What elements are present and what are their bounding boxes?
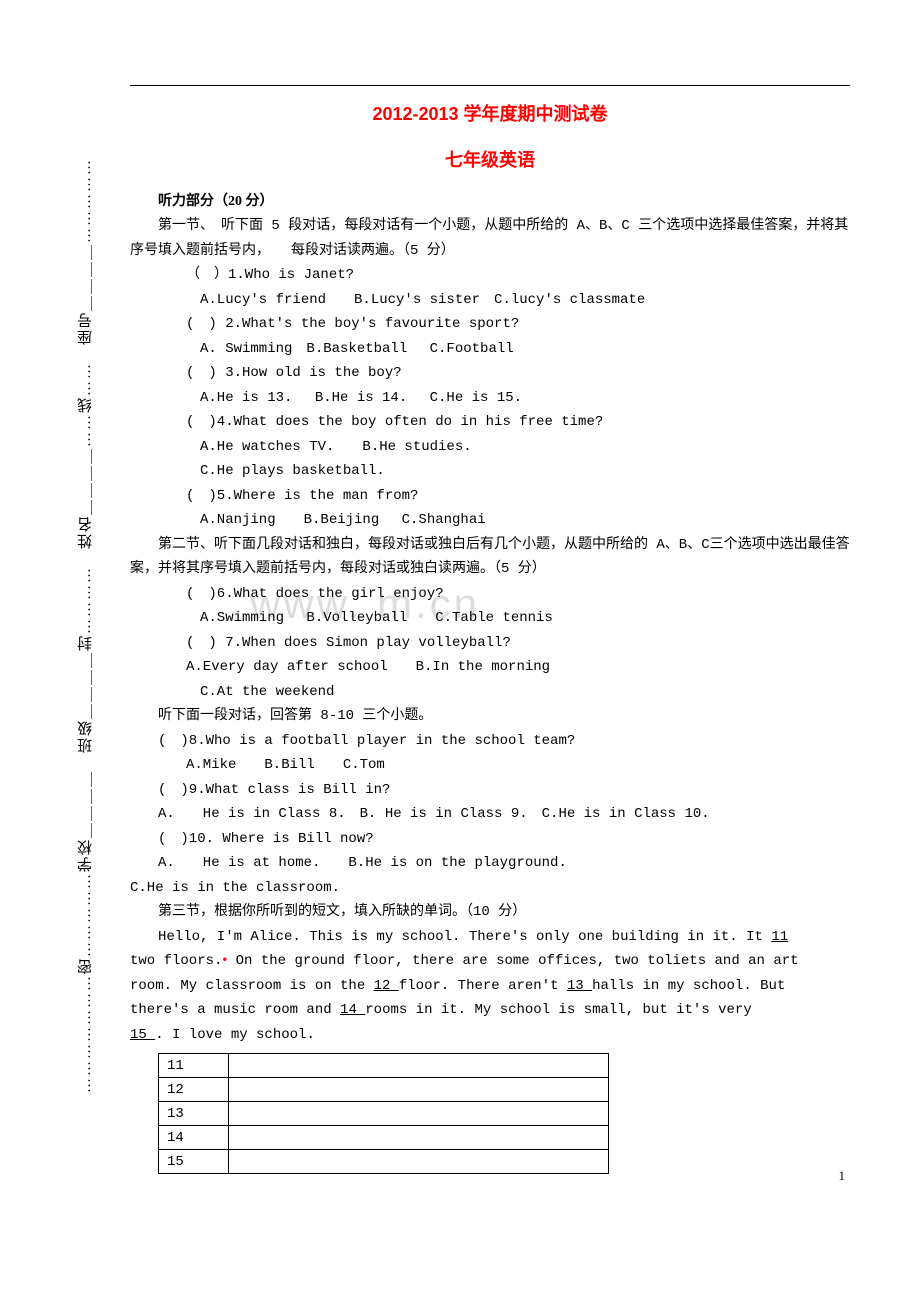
q4-opts1: A.He watches TV. B.He studies. (130, 435, 850, 460)
listening-header: 听力部分（20 分） (130, 190, 850, 210)
listen-dialog: 听下面一段对话，回答第 8-10 三个小题。 (130, 704, 850, 729)
blank-14: 14 (340, 1002, 365, 1018)
row-label: 14 (159, 1126, 229, 1150)
passage-line1: Hello, I'm Alice. This is my school. The… (130, 925, 850, 950)
q6-stem: ( )6.What does the girl enjoy? (130, 582, 850, 607)
section2-intro: 第二节、听下面几段对话和独白，每段对话或独白后有几个小题，从题中所给的 A、B、… (130, 533, 850, 582)
p5b: . I love my school. (155, 1027, 315, 1043)
row-label: 11 (159, 1054, 229, 1078)
row-blank[interactable] (229, 1126, 609, 1150)
q2-stem: ( ) 2.What's the boy's favourite sport? (130, 312, 850, 337)
q2-opts: A. Swimming B.Basketball C.Football (130, 337, 850, 362)
blank-13: 13 (567, 978, 592, 994)
table-row: 13 (159, 1102, 609, 1126)
row-label: 13 (159, 1102, 229, 1126)
answer-table: 11 12 13 14 15 (158, 1053, 609, 1174)
passage-line3: room. My classroom is on the 12 floor. T… (130, 974, 850, 999)
top-rule (130, 85, 850, 86)
q10-opts2: C.He is in the classroom. (130, 876, 850, 901)
p3e: halls in my school. But (592, 978, 785, 994)
row-blank[interactable] (229, 1102, 609, 1126)
table-row: 15 (159, 1150, 609, 1174)
q6-opts: A.Swimming B.Volleyball C.Table tennis (130, 606, 850, 631)
p3a: room. My classroom is on the (130, 978, 374, 994)
p4c: rooms in it. My school is small, but it'… (365, 1002, 751, 1018)
q10-stem: ( )10. Where is Bill now? (130, 827, 850, 852)
q7-opts2: C.At the weekend (130, 680, 850, 705)
p3c: floor. There aren't (399, 978, 567, 994)
seal-char-3: 线 (78, 396, 94, 413)
title-sub: 七年级英语 (130, 146, 850, 172)
blank-12: 12 (374, 978, 399, 994)
table-row: 12 (159, 1078, 609, 1102)
q8-opts: A.Mike B.Bill C.Tom (130, 753, 850, 778)
passage-line4: there's a music room and 14 rooms in it.… (130, 998, 850, 1023)
q3-stem: ( ) 3.How old is the boy? (130, 361, 850, 386)
q1-stem: （ ）1.Who is Janet? (130, 263, 850, 288)
sidebar-name-label: 姓名 (78, 515, 94, 549)
q3-opts: A.He is 13. B.He is 14. C.He is 15. (130, 386, 850, 411)
passage-line2: two floors.● On the ground floor, there … (130, 949, 850, 974)
row-label: 12 (159, 1078, 229, 1102)
sidebar-class-label: 班级 (78, 719, 94, 753)
seal-char-2: 封 (78, 634, 94, 651)
q7-stem: ( ) 7.When does Simon play volleyball? (130, 631, 850, 656)
passage-line5: 15 . I love my school. (130, 1023, 850, 1048)
sidebar-school-label: 学校 (78, 838, 94, 872)
section3-intro: 第三节，根据你所听到的短文，填入所缺的单词。（10 分） (130, 900, 850, 925)
sidebar-seat-label: 座号 (78, 311, 94, 345)
q9-stem: ( )9.What class is Bill in? (130, 778, 850, 803)
table-row: 14 (159, 1126, 609, 1150)
q4-opts2: C.He plays basketball. (130, 459, 850, 484)
p1a: Hello, I'm Alice. This is my school. The… (158, 929, 771, 945)
q7-opts1: A.Every day after school B.In the mornin… (130, 655, 850, 680)
section1-intro: 第一节、 听下面 5 段对话，每段对话有一个小题，从题中所给的 A、B、C 三个… (130, 214, 850, 263)
title-main: 2012-2013 学年度期中测试卷 (130, 100, 850, 126)
p2b: On the ground floor, there are some offi… (227, 953, 798, 969)
blank-11: 11 (771, 929, 788, 945)
binding-sidebar: …………………密……………学校＿＿＿＿ 班级＿＿＿＿封………… 姓名＿＿＿＿……… (55, 200, 115, 1050)
q1-opts: A.Lucy's friend B.Lucy's sister C.lucy's… (130, 288, 850, 313)
table-row: 11 (159, 1054, 609, 1078)
q9-opts: A. He is in Class 8. B. He is in Class 9… (130, 802, 850, 827)
row-label: 15 (159, 1150, 229, 1174)
q5-opts: A.Nanjing B.Beijing C.Shanghai (130, 508, 850, 533)
q10-opts1: A. He is at home. B.He is on the playgro… (130, 851, 850, 876)
q4-stem: ( )4.What does the boy often do in his f… (130, 410, 850, 435)
row-blank[interactable] (229, 1078, 609, 1102)
row-blank[interactable] (229, 1054, 609, 1078)
q8-stem: ( )8.Who is a football player in the sch… (130, 729, 850, 754)
blank-15: 15 (130, 1027, 155, 1043)
p4a: there's a music room and (130, 1002, 340, 1018)
seal-char-1: 密 (78, 957, 94, 974)
q5-stem: ( )5.Where is the man from? (130, 484, 850, 509)
p2a: two floors. (130, 953, 222, 969)
row-blank[interactable] (229, 1150, 609, 1174)
